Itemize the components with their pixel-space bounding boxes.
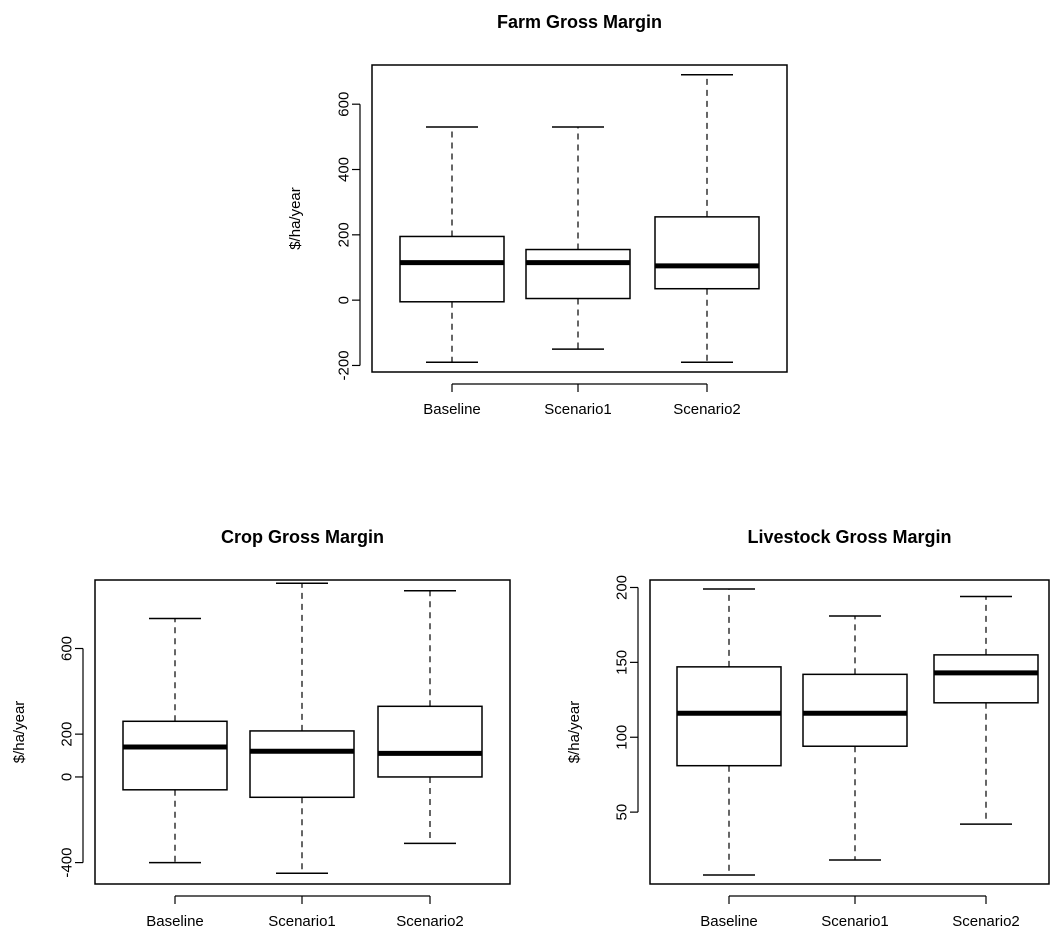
box-scenario1 (525, 126, 631, 350)
y-tick-label: 0 (336, 296, 353, 304)
x-tick-label: Scenario2 (396, 913, 464, 930)
y-axis-label: $/ha/year (287, 187, 304, 250)
iqr-box (654, 216, 760, 290)
iqr-box (249, 730, 355, 799)
x-tick-label: Scenario2 (673, 401, 741, 418)
chart-panel-2: Crop Gross Margin $/ha/year -400 0 200 600 Bas… (11, 527, 511, 930)
y-tick-label: 400 (336, 157, 353, 182)
x-tick-label: Scenario1 (821, 913, 889, 930)
box-baseline (676, 588, 782, 876)
y-tick-label: 600 (336, 92, 353, 117)
iqr-box (525, 248, 631, 300)
y-tick-label: 50 (614, 804, 631, 821)
x-tick-label: Baseline (423, 401, 481, 418)
box-scenario2 (933, 595, 1039, 825)
y-tick-label: 100 (614, 725, 631, 750)
y-tick-label: 200 (336, 222, 353, 247)
x-tick-label: Baseline (700, 913, 758, 930)
x-tick-label: Scenario2 (952, 913, 1020, 930)
box-scenario2 (377, 589, 483, 845)
y-tick-label: 600 (59, 636, 76, 661)
y-tick-label: 150 (614, 650, 631, 675)
chart-title: Livestock Gross Margin (747, 527, 951, 547)
y-tick-label: -200 (336, 350, 353, 380)
iqr-box (802, 673, 908, 747)
chart-title: Crop Gross Margin (221, 527, 384, 547)
y-tick-label: 0 (59, 773, 76, 781)
box-baseline (399, 126, 505, 363)
plot-frame (371, 64, 788, 373)
iqr-box (399, 235, 505, 303)
box-scenario2 (654, 74, 760, 363)
chart-title: Farm Gross Margin (497, 12, 662, 32)
x-tick-label: Baseline (146, 913, 204, 930)
iqr-box (933, 654, 1039, 704)
box-baseline (122, 617, 228, 864)
y-tick-label: 200 (614, 575, 631, 600)
y-axis-label: $/ha/year (566, 701, 583, 764)
plot-frame (94, 579, 511, 885)
chart-panel-1: Farm Gross Margin $/ha/year -200 0 200 400 600… (287, 12, 788, 418)
x-tick-label: Scenario1 (544, 401, 612, 418)
y-tick-label: -400 (59, 848, 76, 878)
iqr-box (122, 720, 228, 791)
y-axis-label: $/ha/year (11, 701, 28, 764)
x-tick-label: Scenario1 (268, 913, 336, 930)
box-scenario1 (802, 615, 908, 861)
chart-panel-3: Livestock Gross Margin $/ha/year 50 100 150 2… (566, 527, 1050, 930)
iqr-box (676, 666, 782, 767)
y-tick-label: 200 (59, 722, 76, 747)
box-scenario1 (249, 582, 355, 875)
plot-frame (649, 579, 1050, 885)
iqr-box (377, 705, 483, 778)
